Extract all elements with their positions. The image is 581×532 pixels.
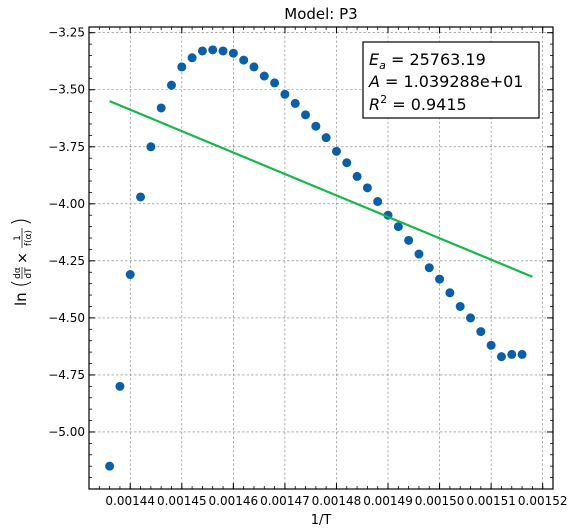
data-point [187, 53, 197, 63]
annotation-box [362, 41, 540, 119]
data-point [156, 103, 166, 113]
fit-line [109, 100, 533, 278]
svg-text:(: ( [9, 279, 34, 288]
annotation-ea: Ea = 25763.19 [369, 50, 486, 72]
y-tick-label: −3.25 [48, 26, 85, 40]
x-tick-label: 0.00146 [209, 494, 259, 508]
data-point [507, 349, 517, 359]
annotation-a: A = 1.039288e+01 [368, 72, 523, 91]
data-point [342, 158, 352, 168]
y-axis-label: ln ( dα dT × 1 f(α) ) [9, 217, 34, 306]
fit-annotation: Ea = 25763.19 A = 1.039288e+01 R2 = 0.94… [362, 41, 540, 119]
plot-area-frame [88, 26, 554, 490]
data-point [517, 349, 527, 359]
annotation-r2: R2 = 0.9415 [369, 93, 467, 114]
data-point [496, 352, 506, 362]
y-tick-label: −5.00 [48, 425, 85, 439]
y-tick-label: −3.75 [48, 140, 85, 154]
x-tick-label: 0.00150 [415, 494, 465, 508]
x-tick-label: 0.00151 [466, 494, 516, 508]
y-tick-label: −4.50 [48, 311, 85, 325]
data-point [445, 288, 455, 298]
data-point [208, 45, 218, 55]
data-point [280, 89, 290, 99]
data-point [404, 235, 414, 245]
svg-text:): ) [9, 217, 34, 226]
data-layer [105, 45, 533, 471]
svg-text:dT: dT [24, 267, 34, 279]
data-point [301, 110, 311, 120]
x-tick-label: 0.00148 [312, 494, 362, 508]
x-tick-label: 0.00145 [157, 494, 207, 508]
data-point [476, 327, 486, 337]
svg-text:ln: ln [12, 292, 30, 306]
data-point [177, 62, 187, 72]
x-tick-label: 0.00152 [518, 494, 568, 508]
x-tick-label: 0.00144 [105, 494, 155, 508]
data-point [362, 183, 372, 193]
svg-text:f(α): f(α) [24, 230, 34, 246]
svg-text:×: × [15, 252, 31, 264]
x-axis-label: 1/T [311, 513, 332, 528]
y-tick-label: −3.50 [48, 83, 85, 97]
svg-text:1: 1 [13, 235, 23, 241]
x-tick-label: 0.00149 [363, 494, 413, 508]
data-point [125, 270, 135, 280]
data-point [331, 146, 341, 156]
data-point [352, 171, 362, 181]
data-point [466, 313, 476, 323]
x-tick-label: 0.00147 [260, 494, 310, 508]
data-point [146, 142, 156, 152]
data-point [373, 197, 383, 207]
data-point [249, 62, 259, 72]
data-point [321, 133, 331, 143]
data-point [239, 55, 249, 65]
y-tick-label: −4.75 [48, 368, 85, 382]
y-tick-label: −4.25 [48, 254, 85, 268]
data-point [228, 48, 238, 58]
data-point [166, 80, 176, 90]
data-point [115, 381, 125, 391]
data-point [414, 249, 424, 259]
data-point [435, 274, 445, 284]
y-tick-label: −4.00 [48, 197, 85, 211]
data-point [424, 263, 434, 273]
data-point [290, 98, 300, 108]
data-point [455, 301, 465, 311]
data-point [218, 46, 228, 56]
data-point [486, 340, 496, 350]
data-point [270, 78, 280, 88]
chart-title: Model: P3 [284, 5, 357, 23]
svg-text:dα: dα [13, 267, 23, 279]
data-point [136, 192, 146, 202]
data-point [259, 71, 269, 81]
data-point [197, 46, 207, 56]
data-point [311, 121, 321, 131]
data-point [105, 461, 115, 471]
data-point [393, 222, 403, 232]
